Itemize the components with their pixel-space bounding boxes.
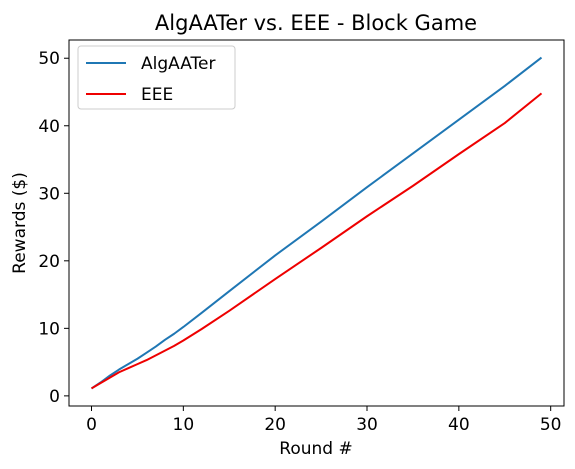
y-tick-label: 10 xyxy=(38,319,60,339)
legend: AlgAATer EEE xyxy=(77,45,236,110)
x-tick-label: 50 xyxy=(540,415,562,435)
legend-label-algaater: AlgAATer xyxy=(141,54,216,74)
x-tick-label: 10 xyxy=(173,415,195,435)
series-line-algaater xyxy=(90,56,543,390)
y-axis: 0 10 20 30 40 50 xyxy=(38,49,69,407)
x-tick-label: 40 xyxy=(448,415,470,435)
legend-label-eee: EEE xyxy=(141,85,173,105)
y-tick-label: 20 xyxy=(38,252,60,272)
series-line-eee xyxy=(90,92,543,390)
x-tick-label: 0 xyxy=(86,415,97,435)
y-tick-label: 0 xyxy=(49,387,60,407)
y-tick-label: 40 xyxy=(38,117,60,137)
x-axis: 0 10 20 30 40 50 xyxy=(86,406,562,435)
x-tick-label: 30 xyxy=(356,415,378,435)
y-tick-label: 30 xyxy=(38,184,60,204)
series-layer xyxy=(90,56,543,390)
y-tick-label: 50 xyxy=(38,49,60,69)
x-axis-label: Round # xyxy=(279,439,352,459)
plot-area xyxy=(68,39,565,407)
chart-title: AlgAATer vs. EEE - Block Game xyxy=(155,11,477,35)
x-tick-label: 20 xyxy=(264,415,286,435)
y-axis-label: Rewards ($) xyxy=(10,172,30,274)
